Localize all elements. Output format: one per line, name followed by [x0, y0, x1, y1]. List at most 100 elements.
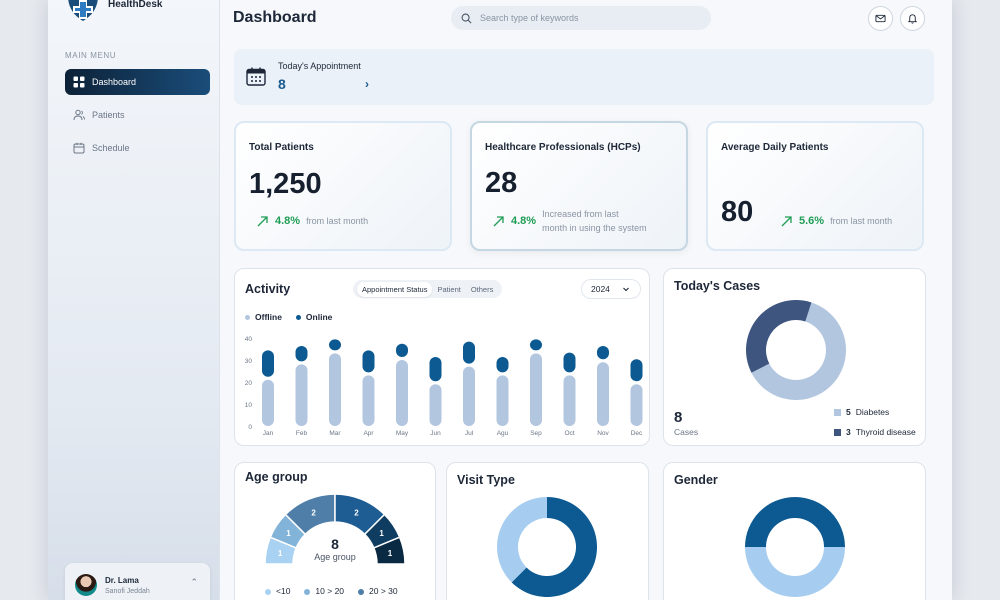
bar-offline — [396, 360, 408, 426]
tab-appointment-status[interactable]: Appointment Status — [357, 281, 433, 297]
bar-online — [597, 346, 609, 360]
stat-percentage: 4.8% — [275, 215, 301, 227]
appointment-count: 8 — [278, 76, 286, 92]
grid-icon — [73, 76, 85, 88]
stat-card-average-daily-patients: Average Daily Patients 80 5.6% from last… — [706, 121, 924, 251]
legend-label: 10 > 20 — [315, 586, 345, 596]
bar-online — [563, 352, 576, 373]
tab-others[interactable]: Others — [470, 284, 494, 294]
tab-patient[interactable]: Patient — [437, 284, 461, 294]
y-tick-label: 0 — [248, 424, 252, 431]
sidebar-item-label: Dashboard — [92, 77, 137, 87]
bar-offline — [295, 364, 308, 426]
bar-online — [362, 350, 375, 373]
chevron-up-icon[interactable]: ⌃ — [190, 577, 198, 587]
gender-slice — [745, 497, 845, 547]
search-icon — [461, 13, 472, 23]
bar-online — [329, 339, 341, 351]
activity-bar-chart: 0 10 20 30 40 Jan Feb Mar Apr May Jun Jul Agu Sep Oct N… — [245, 336, 643, 437]
age-group-legend: <10 10 > 20 20 > 30 — [265, 586, 398, 596]
notifications-button[interactable] — [900, 6, 925, 31]
bar-offline — [563, 375, 576, 426]
sidebar-item-schedule[interactable]: Schedule — [65, 135, 210, 161]
bar-offline — [530, 353, 542, 426]
legend-dot — [265, 588, 271, 595]
y-tick-label: 20 — [245, 380, 253, 387]
legend-label: Thyroid disease — [855, 427, 916, 437]
y-tick-label: 10 — [245, 402, 253, 409]
healthdesk-logo-icon — [68, 0, 98, 21]
trend-up-icon — [257, 215, 268, 226]
messages-button[interactable] — [868, 6, 893, 31]
stat-value: 1,250 — [249, 168, 322, 200]
bar-offline — [262, 379, 274, 426]
y-tick-label: 40 — [245, 336, 253, 343]
search-input[interactable] — [480, 13, 680, 23]
activity-card: Activity Appointment Status Patient Othe… — [234, 268, 650, 446]
x-tick-label: Agu — [497, 430, 509, 437]
users-icon — [73, 109, 85, 121]
stat-value: 28 — [485, 167, 518, 199]
legend-item-under-10: <10 — [265, 586, 290, 596]
logo[interactable]: HealthDesk — [66, 0, 162, 22]
legend-dot — [304, 588, 311, 595]
cases-slice — [751, 302, 846, 400]
visit-type-donut-chart — [497, 497, 597, 597]
age-group-title: Age group — [245, 470, 308, 484]
activity-legend: Offline Online — [245, 312, 332, 322]
stat-note-line-2: month in using the system — [542, 223, 647, 233]
visit-type-slice — [497, 497, 547, 583]
bar-online — [530, 339, 542, 351]
bar-online — [295, 346, 308, 362]
bar-online — [429, 357, 442, 382]
visit-type-card: Visit Type — [446, 462, 649, 600]
x-tick-label: Apr — [363, 430, 374, 437]
stat-note: from last month — [830, 216, 893, 226]
bar-online — [496, 357, 509, 373]
sidebar: HealthDesk MAIN MENU Dashboard Patients … — [48, 0, 220, 600]
sidebar-item-patients[interactable]: Patients — [65, 102, 210, 128]
stat-card-total-patients: Total Patients 1,250 4.8% from last mont… — [234, 121, 452, 251]
cases-legend-diabetes: 5 Diabetes — [834, 407, 889, 417]
cases-unit: Cases — [674, 427, 699, 437]
legend-label: Online — [305, 312, 333, 322]
x-tick-label: Mar — [329, 430, 341, 437]
bar-offline — [429, 384, 442, 426]
x-tick-label: Jun — [430, 430, 441, 437]
bell-icon — [907, 14, 918, 24]
age-group-center-value: 8 — [331, 536, 339, 552]
stat-trend: 5.6% from last month — [780, 214, 892, 228]
bar-offline — [630, 384, 643, 426]
user-location: Sanofi Jeddah — [105, 587, 150, 595]
todays-appointment-card[interactable]: Today's Appointment 8 › — [234, 49, 934, 105]
chevron-right-icon[interactable]: › — [365, 77, 369, 91]
cases-legend-thyroid: 3 Thyroid disease — [834, 427, 916, 437]
legend-label: Offline — [255, 312, 282, 322]
sidebar-item-dashboard[interactable]: Dashboard — [65, 69, 210, 95]
age-group-segment-label: 1 — [286, 529, 291, 538]
cases-slice — [746, 300, 812, 373]
y-tick-label: 30 — [245, 358, 253, 365]
activity-title: Activity — [245, 282, 291, 296]
stat-note: from last month — [306, 216, 369, 226]
search-bar[interactable] — [451, 6, 711, 30]
legend-swatch — [834, 408, 841, 416]
user-profile-card[interactable]: Dr. Lama Sanofi Jeddah ⌃ — [65, 563, 210, 600]
legend-dot — [358, 588, 365, 595]
x-tick-label: Nov — [597, 430, 609, 437]
legend-dot — [295, 315, 301, 321]
year-select[interactable]: 2024 — [581, 279, 641, 299]
stat-title: Healthcare Professionals (HCPs) — [485, 142, 641, 153]
legend-count: 5 — [846, 407, 851, 417]
activity-tabs: Appointment Status Patient Others — [353, 280, 503, 298]
age-group-segment-label: 2 — [354, 508, 359, 517]
page-title: Dashboard — [233, 9, 317, 26]
age-group-segment-label: 2 — [311, 508, 316, 517]
legend-label: Diabetes — [855, 407, 890, 417]
app-name: HealthDesk — [108, 0, 163, 10]
stat-percentage: 4.8% — [511, 215, 537, 227]
bar-online — [630, 359, 643, 382]
cases-title: Today's Cases — [674, 279, 761, 293]
stat-title: Total Patients — [249, 142, 314, 153]
bar-offline — [496, 375, 509, 426]
